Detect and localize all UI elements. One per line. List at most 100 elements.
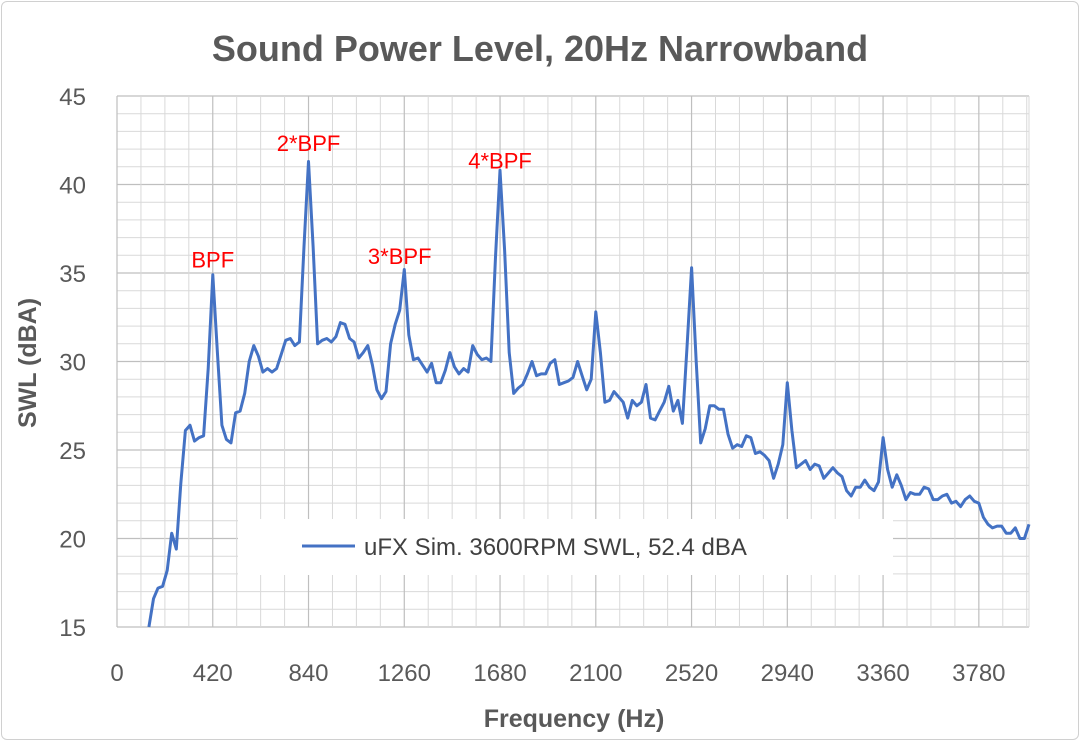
data-point bbox=[554, 359, 556, 361]
data-point bbox=[686, 346, 688, 348]
data-point bbox=[399, 309, 401, 311]
y-tick-labels: 15 20 25 30 35 40 45 bbox=[59, 84, 86, 642]
data-point bbox=[909, 491, 911, 493]
data-point bbox=[193, 440, 195, 442]
data-point bbox=[467, 371, 469, 373]
data-point bbox=[175, 548, 177, 550]
data-point bbox=[900, 484, 902, 486]
data-point bbox=[380, 397, 382, 399]
data-point bbox=[795, 467, 797, 469]
data-point bbox=[595, 311, 597, 313]
data-point bbox=[731, 447, 733, 449]
data-point bbox=[695, 359, 697, 361]
data-point bbox=[435, 382, 437, 384]
peak-annotation: 3*BPF bbox=[368, 244, 432, 269]
x-tick-label: 2520 bbox=[665, 660, 718, 687]
data-point bbox=[668, 385, 670, 387]
data-point bbox=[517, 387, 519, 389]
data-point bbox=[973, 500, 975, 502]
data-point bbox=[713, 405, 715, 407]
data-point bbox=[312, 245, 314, 247]
x-tick-labels: 0 420 840 1260 1680 2100 2520 2940 3360 3780 bbox=[110, 660, 1005, 687]
data-point bbox=[253, 344, 255, 346]
data-point bbox=[741, 445, 743, 447]
data-point bbox=[649, 417, 651, 419]
data-point bbox=[412, 359, 414, 361]
data-point bbox=[613, 390, 615, 392]
data-point bbox=[485, 357, 487, 359]
data-point bbox=[558, 383, 560, 385]
data-point bbox=[362, 351, 364, 353]
data-point bbox=[636, 405, 638, 407]
data-point bbox=[823, 477, 825, 479]
y-tick-label: 20 bbox=[59, 527, 86, 554]
data-point bbox=[932, 498, 934, 500]
data-point bbox=[604, 401, 606, 403]
x-tick-label: 1680 bbox=[473, 660, 526, 687]
data-point bbox=[768, 459, 770, 461]
data-point bbox=[955, 500, 957, 502]
data-point bbox=[832, 467, 834, 469]
data-point bbox=[622, 401, 624, 403]
data-point bbox=[841, 475, 843, 477]
data-point bbox=[389, 343, 391, 345]
legend-label: uFX Sim. 3600RPM SWL, 52.4 dBA bbox=[364, 534, 747, 561]
data-point bbox=[845, 490, 847, 492]
data-point bbox=[1010, 532, 1012, 534]
data-point bbox=[681, 422, 683, 424]
peak-annotation: 4*BPF bbox=[468, 149, 532, 174]
data-point bbox=[1019, 537, 1021, 539]
data-point bbox=[1005, 532, 1007, 534]
data-point bbox=[576, 360, 578, 362]
data-point bbox=[417, 357, 419, 359]
data-point bbox=[791, 429, 793, 431]
data-point bbox=[371, 364, 373, 366]
data-point bbox=[339, 321, 341, 323]
data-point bbox=[335, 336, 337, 338]
data-point bbox=[982, 516, 984, 518]
data-point bbox=[759, 451, 761, 453]
data-point bbox=[367, 344, 369, 346]
data-point bbox=[950, 502, 952, 504]
data-point bbox=[544, 373, 546, 375]
data-point bbox=[718, 408, 720, 410]
data-point bbox=[207, 367, 209, 369]
data-point bbox=[640, 401, 642, 403]
data-point bbox=[927, 488, 929, 490]
data-point bbox=[275, 367, 277, 369]
data-point bbox=[672, 410, 674, 412]
data-point bbox=[750, 436, 752, 438]
data-point bbox=[526, 373, 528, 375]
data-point bbox=[859, 486, 861, 488]
data-point bbox=[212, 274, 214, 276]
data-point bbox=[567, 380, 569, 382]
x-tick-label: 1260 bbox=[378, 660, 431, 687]
data-point bbox=[184, 429, 186, 431]
data-point bbox=[964, 498, 966, 500]
data-point bbox=[294, 344, 296, 346]
peak-annotations: BPF 2*BPF 3*BPF 4*BPF bbox=[191, 131, 531, 273]
y-tick-label: 30 bbox=[59, 350, 86, 377]
data-point bbox=[344, 323, 346, 325]
data-point bbox=[813, 463, 815, 465]
data-point bbox=[1000, 525, 1002, 527]
data-point bbox=[896, 474, 898, 476]
data-point bbox=[617, 396, 619, 398]
data-point bbox=[914, 493, 916, 495]
data-point bbox=[307, 160, 309, 162]
data-point bbox=[918, 493, 920, 495]
data-point bbox=[298, 341, 300, 343]
data-point bbox=[941, 495, 943, 497]
data-point bbox=[262, 371, 264, 373]
data-point bbox=[722, 408, 724, 410]
data-point bbox=[353, 341, 355, 343]
data-point bbox=[864, 479, 866, 481]
data-point bbox=[969, 495, 971, 497]
data-point bbox=[394, 323, 396, 325]
data-point bbox=[166, 569, 168, 571]
data-point bbox=[627, 417, 629, 419]
data-point bbox=[763, 454, 765, 456]
data-point bbox=[891, 486, 893, 488]
data-point bbox=[540, 373, 542, 375]
